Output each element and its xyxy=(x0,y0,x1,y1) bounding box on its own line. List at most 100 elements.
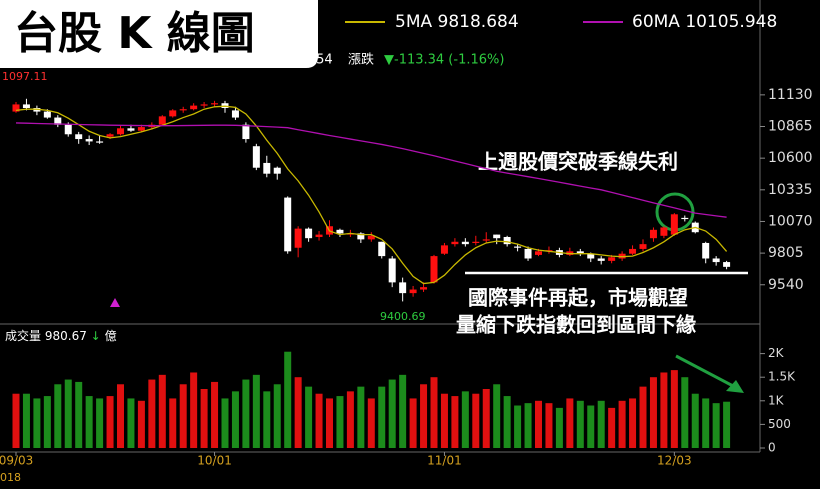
volume-bar xyxy=(639,386,647,448)
x-tick-label: 11/01 xyxy=(427,454,462,468)
volume-bar xyxy=(681,377,689,448)
candle-body xyxy=(430,256,438,283)
ma-line xyxy=(15,105,728,285)
volume-bar xyxy=(54,384,62,448)
volume-bar xyxy=(106,396,114,448)
candle-body xyxy=(649,229,657,239)
candle-body xyxy=(378,241,386,257)
ma-line xyxy=(15,122,727,218)
volume-bar xyxy=(33,398,41,448)
candle-body xyxy=(200,104,208,106)
volume-bar xyxy=(618,400,626,448)
volume-bar xyxy=(670,370,678,448)
volume-bar xyxy=(555,407,563,448)
volume-bar xyxy=(461,391,469,448)
volume-bar xyxy=(190,372,198,448)
volume-bar xyxy=(127,398,135,448)
volume-bar xyxy=(200,389,208,448)
low-label: 9400.69 xyxy=(380,310,426,323)
volume-bar xyxy=(723,401,731,448)
volume-bar xyxy=(252,374,260,448)
y-tick-label: 10600 xyxy=(768,150,813,166)
legend-name: 5MA xyxy=(395,12,432,32)
candle-body xyxy=(54,117,62,125)
volume-bar xyxy=(169,398,177,448)
volume-bar xyxy=(378,386,386,448)
volume-bar xyxy=(357,386,365,448)
candle-body xyxy=(85,139,93,142)
candle-body xyxy=(461,241,469,245)
volume-title: 成交量 980.67 ↓ 億 xyxy=(5,328,117,343)
volume-bar xyxy=(137,400,145,448)
y-tick-label: 9540 xyxy=(768,277,804,293)
volume-bar xyxy=(148,379,156,448)
volume-label: 成交量 xyxy=(5,328,41,343)
y-tick-label: 2K xyxy=(768,346,785,360)
candle-body xyxy=(75,134,83,140)
annotation: 國際事件再起，市場觀望 xyxy=(468,286,688,310)
candle-body xyxy=(639,244,647,249)
candle-body xyxy=(22,104,30,108)
volume-bar xyxy=(482,389,490,448)
candle-body xyxy=(242,124,250,140)
volume-bar xyxy=(75,381,83,448)
volume-bar xyxy=(117,384,124,448)
candle-body xyxy=(305,228,313,239)
volume-bar xyxy=(576,400,584,448)
volume-value: 980.67 xyxy=(45,329,87,343)
candle-body xyxy=(106,134,114,137)
candle-body xyxy=(524,248,532,259)
candle-body xyxy=(137,127,145,131)
volume-bar xyxy=(503,396,511,448)
x-tick-label: 09/03 xyxy=(0,454,33,468)
volume-bar xyxy=(587,405,595,448)
volume-bar xyxy=(472,393,480,448)
title: 台股 K 線圖 xyxy=(14,8,255,59)
candle-body xyxy=(43,111,51,118)
volume-bar xyxy=(660,372,668,448)
volume-bar xyxy=(96,398,104,448)
volume-bar xyxy=(440,393,448,448)
change-label: 漲跌 xyxy=(348,52,374,68)
candle-body xyxy=(597,258,605,261)
y-tick-label: 10335 xyxy=(768,182,813,198)
candle-body xyxy=(294,228,302,248)
volume-bar xyxy=(712,403,720,448)
arrow xyxy=(675,354,736,389)
legend-entry: 60MA 10105.948 xyxy=(632,12,777,32)
volume-bar xyxy=(535,400,542,448)
candle-body xyxy=(587,253,595,259)
volume-bar xyxy=(409,398,417,448)
candle-body xyxy=(315,234,323,237)
volume-bar xyxy=(284,351,292,448)
candle-body xyxy=(702,242,710,259)
volume-bar xyxy=(263,391,271,448)
volume-bar xyxy=(231,391,239,448)
y-tick-label: 1.5K xyxy=(768,370,796,384)
volume-bar xyxy=(629,398,637,448)
volume-bar xyxy=(430,377,438,448)
candle-body xyxy=(336,229,344,234)
volume-bar xyxy=(179,384,187,448)
candle-body xyxy=(127,128,135,131)
candle-body xyxy=(169,110,177,117)
candle-body xyxy=(284,197,292,252)
candle-body xyxy=(660,227,668,236)
change-value: ▼-113.34 (-1.16%) xyxy=(384,53,504,68)
legend-name: 60MA xyxy=(632,12,680,32)
volume-bar xyxy=(388,379,396,448)
candle-body xyxy=(576,251,584,254)
volume-bar xyxy=(702,398,710,448)
volume-bar xyxy=(85,396,93,448)
candle-body xyxy=(629,248,637,254)
volume-bar xyxy=(242,379,250,448)
candle-body xyxy=(420,287,428,290)
volume-bar xyxy=(22,393,30,448)
candle-body xyxy=(723,262,731,267)
volume-bar xyxy=(315,393,323,448)
candle-body xyxy=(451,241,459,245)
volume-bar xyxy=(305,386,313,448)
volume-bar xyxy=(566,398,574,448)
candle-body xyxy=(179,109,187,111)
